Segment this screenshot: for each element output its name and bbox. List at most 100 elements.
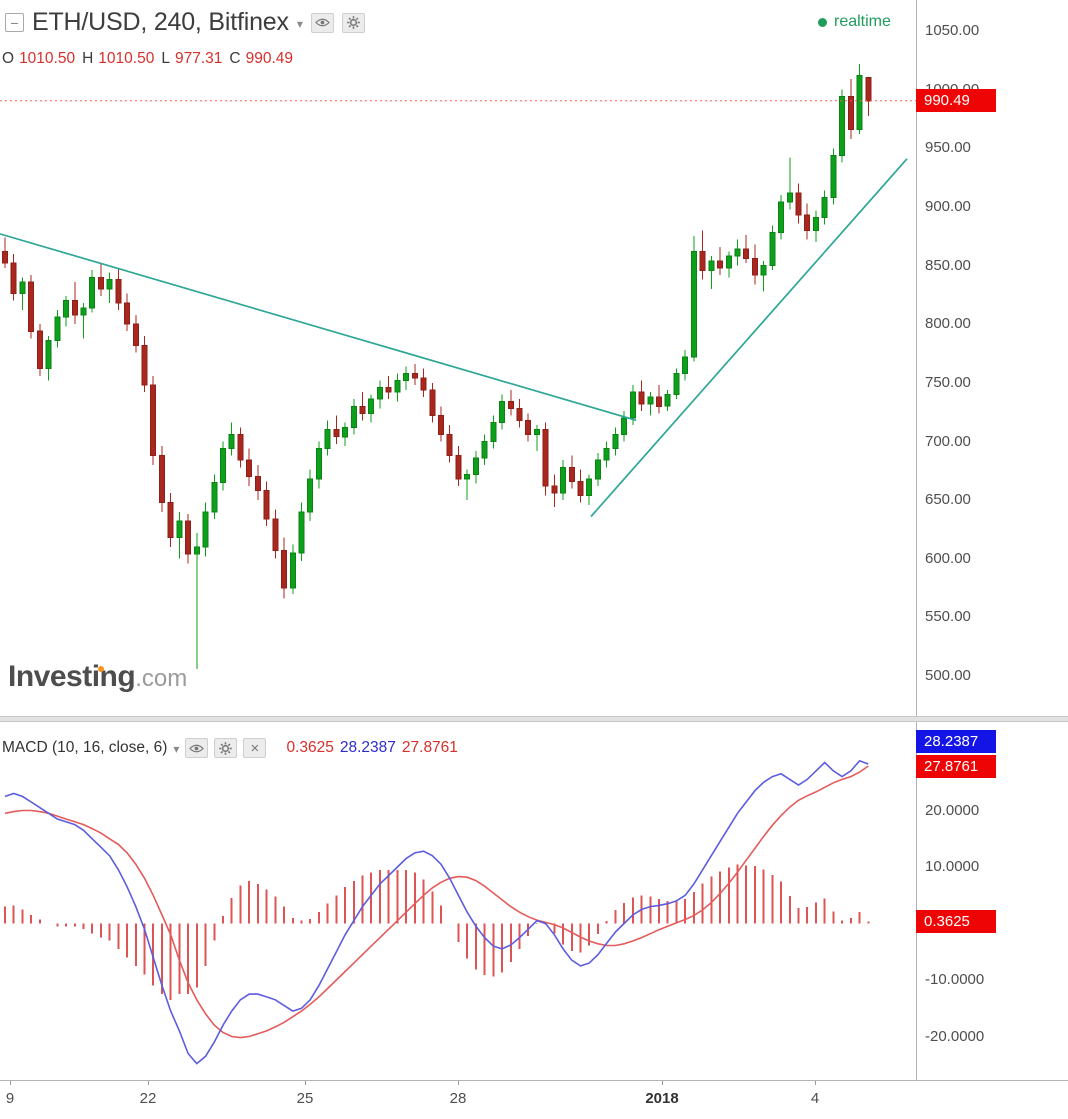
symbol-title: ETH/USD, 240, Bitfinex [32, 8, 289, 36]
candle-body [499, 401, 505, 424]
price-chart-canvas[interactable] [0, 0, 916, 716]
candle-body [185, 520, 192, 555]
close-value: 990.49 [245, 50, 293, 67]
settings-button[interactable] [214, 738, 238, 758]
macd-hist-badge: 0.3625 [916, 910, 996, 933]
candle-body [533, 429, 540, 435]
candle-body [717, 260, 723, 269]
macd-axis[interactable]: 20.0000 10.0000 -10.0000 -20.0000 [917, 722, 1068, 1080]
candle-body [36, 330, 43, 370]
settings-button[interactable] [341, 12, 365, 33]
candle-body [150, 384, 157, 457]
macd-pane: MACD (10, 16, close, 6) ▾ × 0.3625 28.23… [0, 722, 1068, 1080]
candle-body [377, 387, 383, 400]
candle-body [403, 372, 410, 381]
candle-body [54, 316, 61, 342]
candle-body [760, 265, 767, 276]
candle-body [455, 455, 462, 480]
candle-body [481, 441, 488, 459]
candle-body [438, 415, 444, 436]
candle-body [289, 552, 296, 589]
time-axis-label: 2018 [645, 1090, 679, 1107]
watermark-brand: Investing [8, 660, 136, 693]
price-axis-label: 700.00 [925, 432, 971, 450]
time-axis-label: 28 [449, 1090, 467, 1107]
macd-axis-label: 10.0000 [925, 858, 980, 875]
price-axis[interactable]: 1050.001000.00950.00900.00850.00800.0075… [917, 0, 1068, 716]
visibility-toggle-button[interactable] [310, 12, 334, 33]
candle-body [568, 466, 575, 482]
candle-body [516, 408, 523, 421]
time-axis-label: 22 [139, 1090, 157, 1107]
low-value: 977.31 [174, 50, 223, 67]
candle-body [472, 457, 479, 475]
macd-axis-label: -20.0000 [925, 1027, 985, 1045]
candle-body [638, 391, 645, 405]
macd-chart-canvas[interactable] [0, 722, 916, 1080]
candle-body [132, 323, 139, 346]
candle-body [682, 356, 689, 374]
candle-body [429, 389, 436, 417]
time-axis-tick [458, 1081, 459, 1085]
investing-watermark: Investing.com [8, 660, 187, 694]
candle-body [324, 429, 331, 450]
candle-body [734, 248, 741, 257]
candle-body [420, 377, 427, 391]
candle-body [786, 192, 793, 203]
candle-body [821, 197, 828, 218]
macd-axis-label: -10.0000 [925, 971, 985, 988]
candle-body [246, 459, 253, 478]
candle-body [664, 394, 671, 407]
candle-body [411, 372, 418, 379]
watermark-suffix: .com [135, 665, 188, 692]
candle-body [856, 75, 863, 130]
candle-body [629, 391, 636, 419]
candle-body [167, 501, 174, 539]
macd-line [4, 759, 869, 1065]
time-axis-tick [305, 1081, 306, 1085]
candle-body [350, 405, 357, 428]
realtime-label: realtime [834, 13, 891, 30]
visibility-toggle-button[interactable] [185, 738, 209, 758]
time-axis[interactable]: 9 22 25 28 2018 4 [0, 1080, 1068, 1119]
close-label: C [229, 50, 241, 67]
time-axis-label: 9 [5, 1090, 15, 1107]
price-axis-label: 600.00 [925, 549, 971, 567]
candle-body [699, 251, 706, 271]
pane-splitter[interactable] [0, 716, 1068, 722]
trendline[interactable] [590, 158, 908, 518]
eye-icon [189, 743, 205, 754]
candle-body [28, 281, 35, 332]
candle-body [315, 448, 322, 480]
candle-body [333, 429, 340, 438]
candle-body [2, 251, 8, 264]
high-value: 1010.50 [98, 50, 155, 67]
candle-body [647, 396, 654, 405]
candle-body [80, 307, 87, 316]
macd-signal-value: 27.8761 [401, 739, 458, 756]
chevron-down-icon[interactable]: ▾ [296, 16, 303, 31]
candle-body [778, 201, 785, 234]
candle-body [159, 455, 165, 503]
candle-body [804, 214, 811, 231]
candle-body [769, 232, 776, 266]
candle-body [656, 396, 662, 407]
eye-icon [314, 17, 330, 28]
price-axis-label: 1050.00 [925, 22, 980, 39]
trendline[interactable] [0, 233, 637, 422]
macd-title: MACD (10, 16, close, 6) [2, 739, 168, 756]
candle-body [708, 260, 715, 271]
candle-body [595, 459, 601, 480]
candle-body [464, 473, 471, 480]
time-axis-tick [815, 1081, 816, 1085]
price-axis-label: 800.00 [925, 315, 971, 333]
ohlc-readout: O 1010.50 H 1010.50 L 977.31 C 990.49 [2, 50, 293, 68]
right-axis-border [916, 0, 917, 1080]
collapse-pane-button[interactable]: − [5, 13, 24, 32]
chevron-down-icon[interactable]: ▾ [173, 742, 180, 756]
candle-body [228, 433, 235, 449]
close-indicator-button[interactable]: × [243, 738, 267, 758]
candle-body [673, 372, 680, 395]
macd-line-badge: 28.2387 [916, 729, 996, 753]
